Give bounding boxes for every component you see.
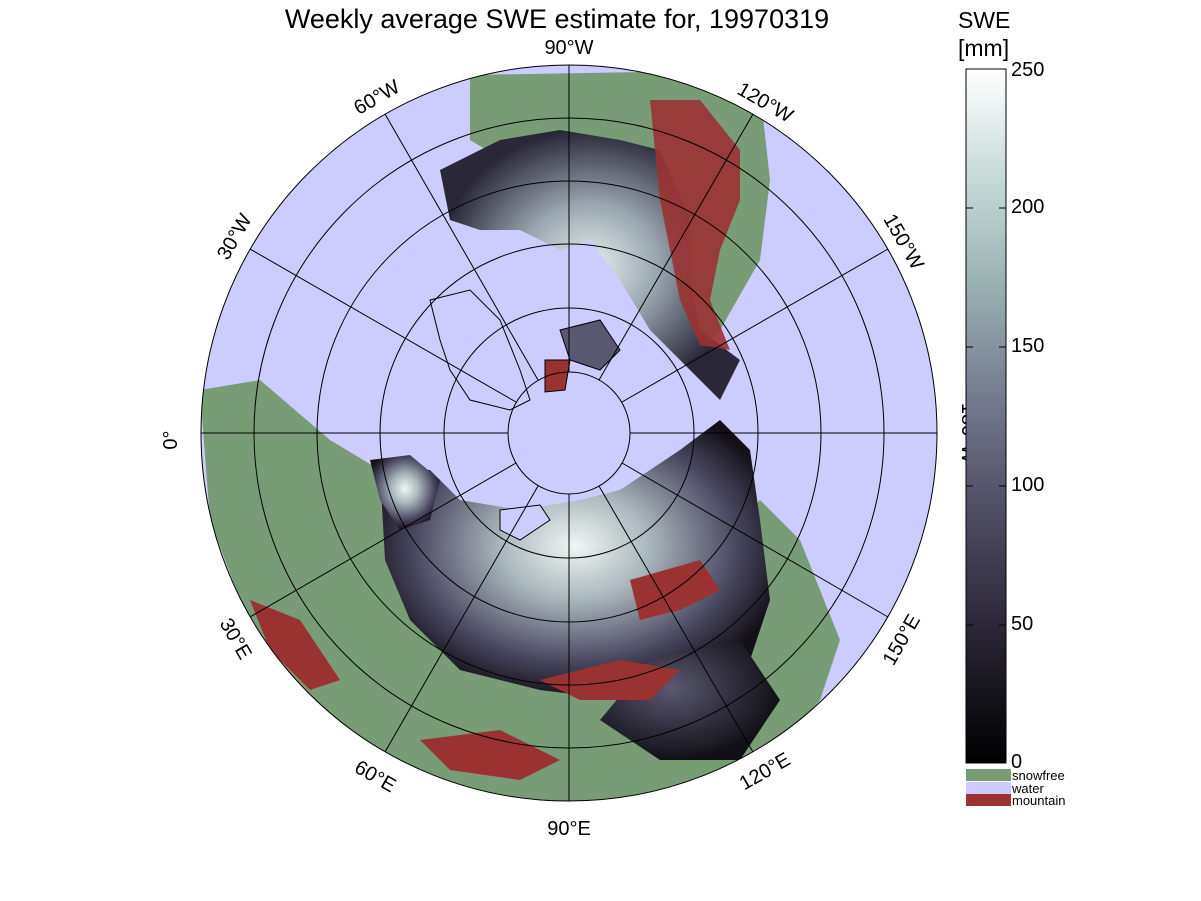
colorbar-tick-50: 50 <box>1011 613 1034 635</box>
lon-label-0: 0° <box>160 430 182 449</box>
eurasia-mountain-3 <box>250 600 340 690</box>
lon-label-30e: 30°E <box>215 615 256 664</box>
scandinavia-snow <box>370 455 440 530</box>
arctic-island-3 <box>544 359 571 393</box>
colorbar-title-line1: SWE <box>958 7 1011 33</box>
legend-swatch-mountain <box>966 794 1011 806</box>
colorbar-tick-100: 100 <box>1011 474 1045 496</box>
greenland <box>429 289 531 411</box>
lon-label-90e: 90°E <box>547 818 591 840</box>
colorbar-title-line2: [mm] <box>958 35 1010 61</box>
colorbar <box>965 68 1007 764</box>
eurasia-mountain-1 <box>540 660 680 700</box>
lon-label-60e: 60°E <box>351 756 400 797</box>
north-america-mountain <box>650 100 740 350</box>
colorbar-tick-0: 0 <box>1011 751 1023 773</box>
legend-label-snowfree: snowfree <box>1012 768 1065 783</box>
colorbar-tick-250: 250 <box>1011 59 1045 81</box>
land-masses <box>201 72 840 801</box>
legend-swatch-snowfree <box>966 769 1011 781</box>
colorbar-ticks <box>966 68 1006 764</box>
legend-label-mountain: mountain <box>1012 793 1066 808</box>
meridians <box>201 65 937 801</box>
lon-label-90w: 90°W <box>544 37 593 59</box>
legend-swatch-water <box>966 782 1011 794</box>
legend-label-water: water <box>1012 781 1044 796</box>
eurasia-mountain-2 <box>420 730 560 780</box>
eurasia-snow <box>380 420 770 700</box>
colorbar-tick-150: 150 <box>1011 335 1045 357</box>
arctic-island-2 <box>559 319 621 371</box>
map-title: Weekly average SWE estimate for, 1997031… <box>284 4 830 34</box>
colorbar-tick-200: 200 <box>1011 196 1045 218</box>
